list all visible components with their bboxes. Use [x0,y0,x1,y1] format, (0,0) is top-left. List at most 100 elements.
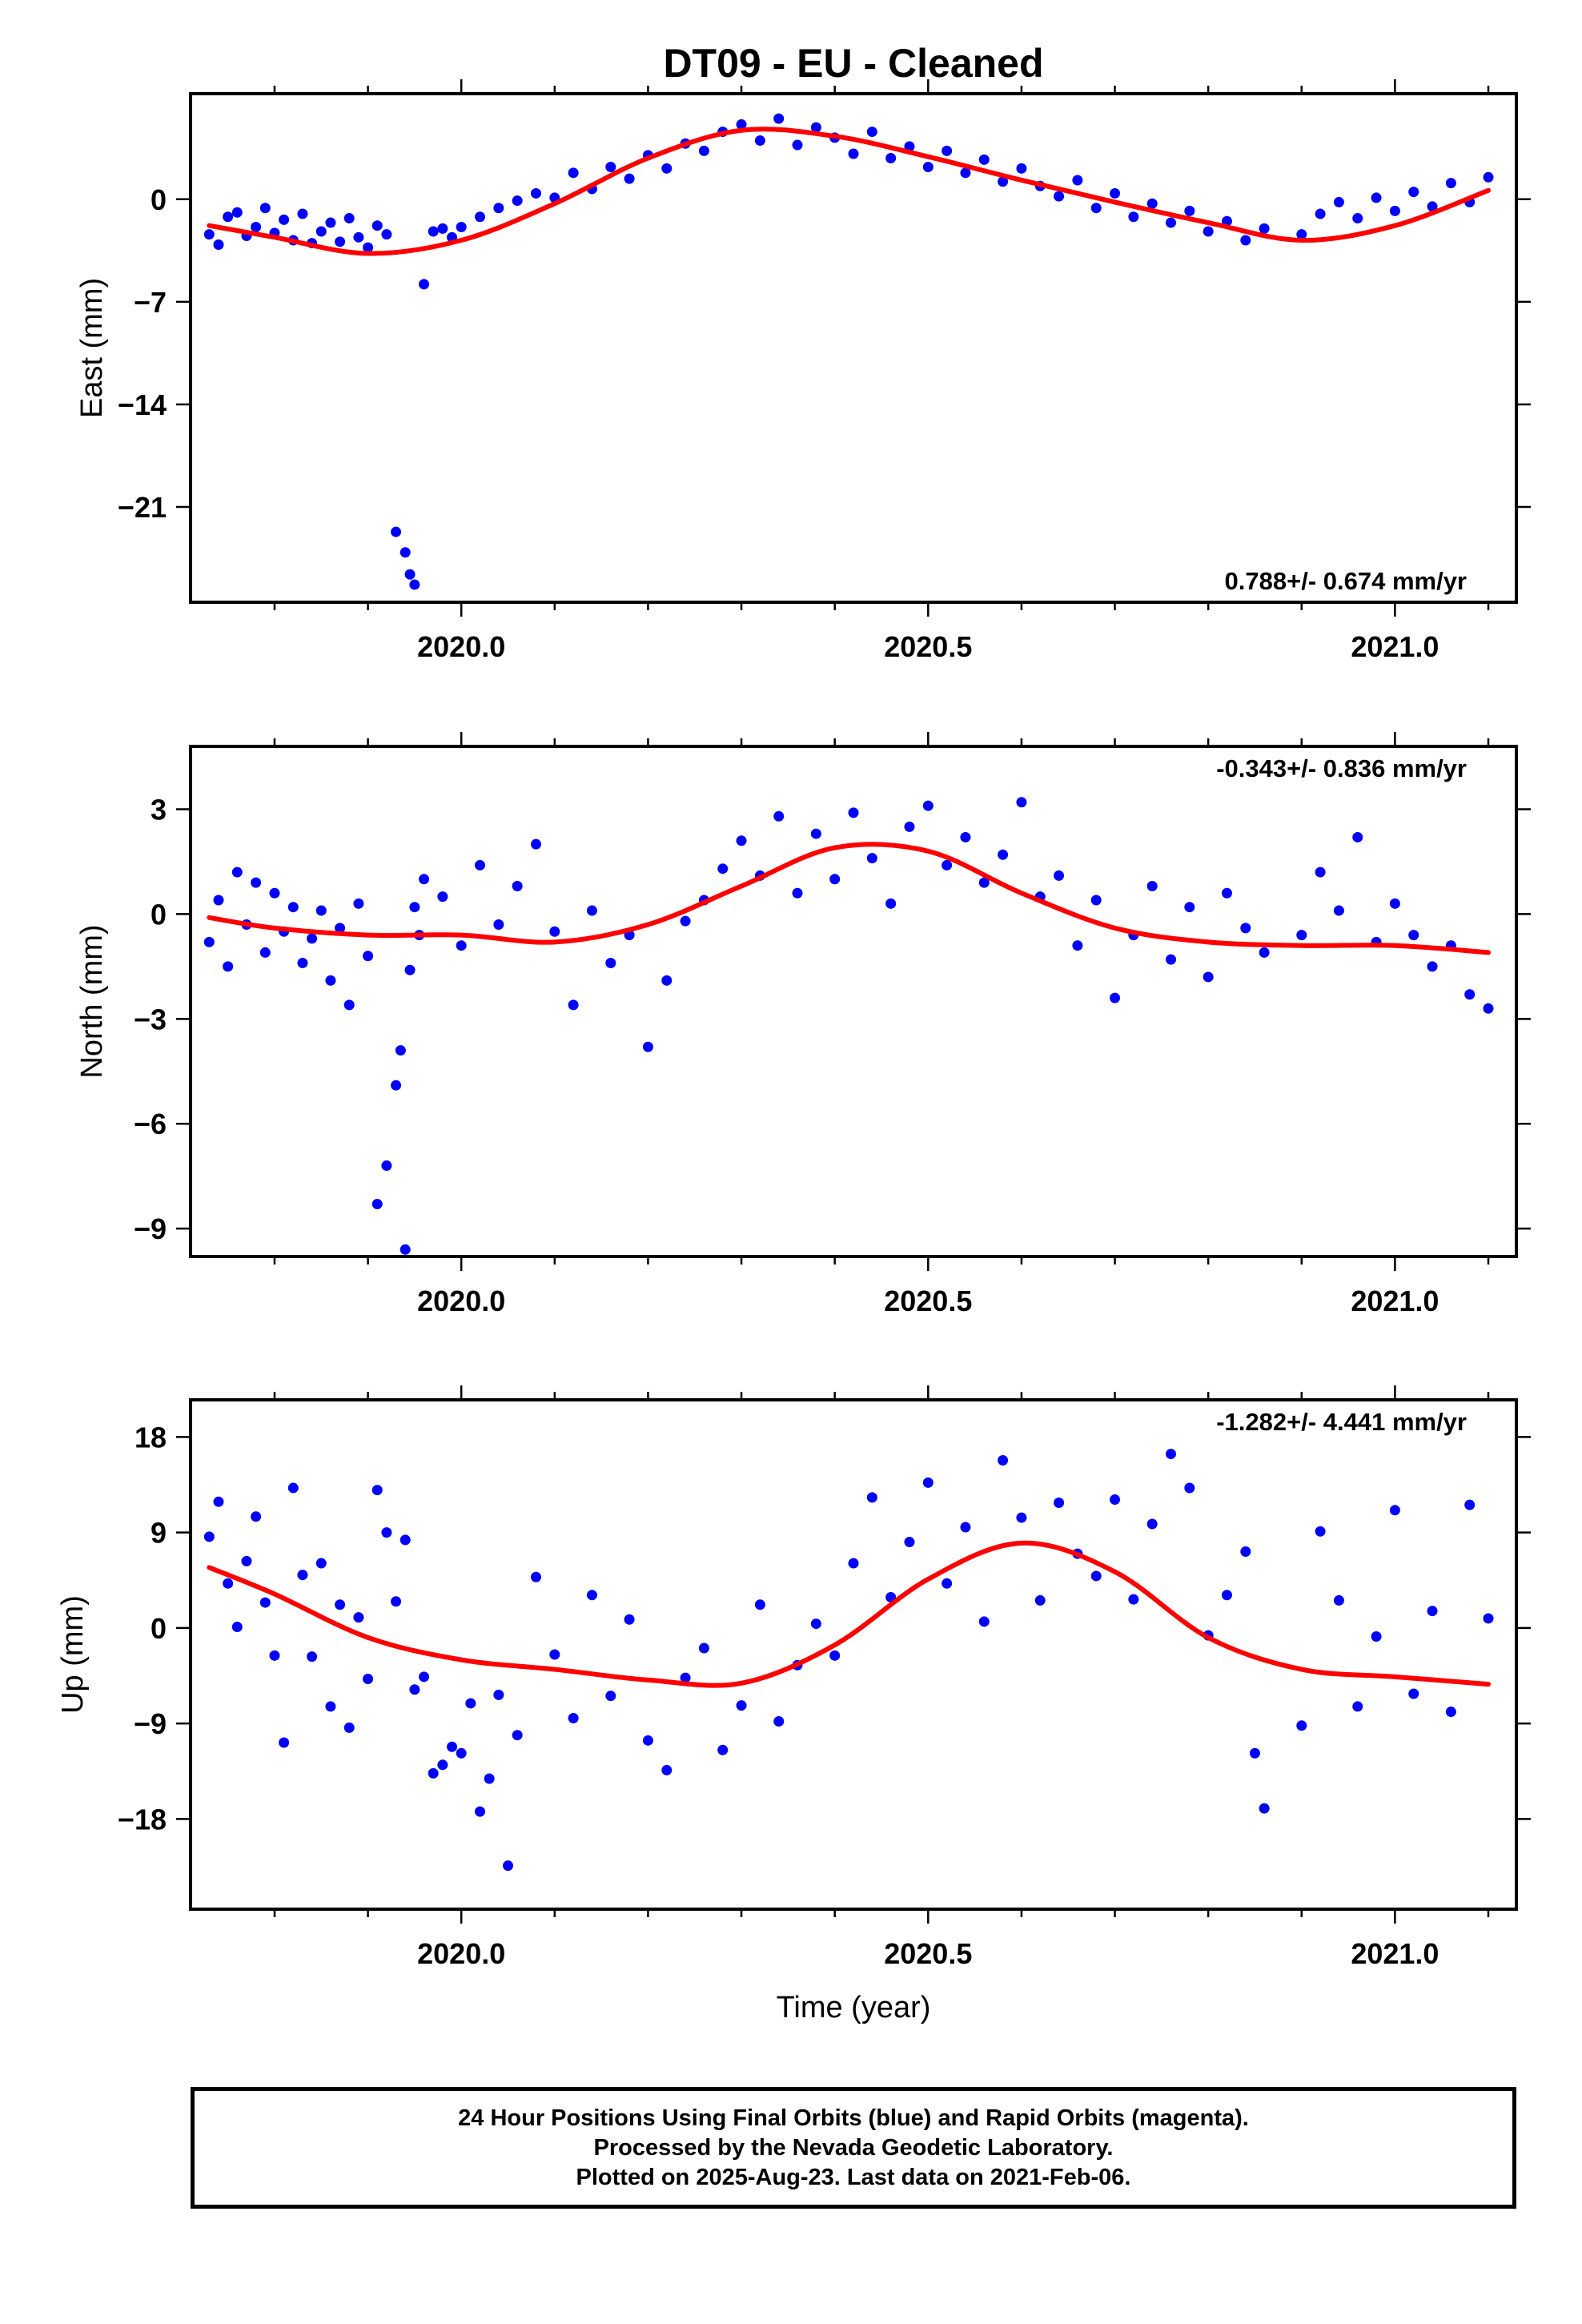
data-point [231,866,243,878]
data-point [1445,1707,1456,1718]
x-tick-label: 2020.0 [417,1285,505,1317]
data-point [773,1715,785,1727]
data-point [1240,235,1251,246]
data-point [437,891,448,903]
data-point [829,1650,841,1661]
data-point [1146,198,1158,209]
y-tick-label: −21 [118,491,167,524]
y-axis-label: East (mm) [75,278,109,418]
y-tick-label: 0 [151,898,167,931]
data-point [419,1671,430,1683]
data-point [1128,1594,1139,1605]
data-point [493,1689,504,1700]
x-tick-label: 2021.0 [1351,630,1439,663]
data-point [223,211,234,223]
y-tick-label: 0 [151,183,167,216]
data-point [371,220,383,231]
data-point [942,1578,953,1589]
data-point [456,222,467,233]
data-point [1389,1505,1400,1516]
data-point [1352,213,1363,224]
data-point [885,898,897,909]
data-point [279,214,290,225]
data-point [456,1747,467,1759]
data-point [325,975,336,986]
x-tick-label: 2020.0 [417,630,505,663]
y-tick-label: −3 [134,1003,167,1035]
data-point [848,148,859,159]
data-point [773,810,785,822]
plot-frame [189,1398,1518,1911]
data-point [1333,905,1344,916]
data-point [642,1041,653,1052]
data-point [241,1555,252,1566]
data-point [1016,1512,1027,1523]
data-point [409,579,420,590]
data-point [549,1649,560,1660]
data-point [287,1482,299,1494]
data-point [1259,1803,1270,1814]
data-point [251,877,262,888]
data-point [465,1698,476,1709]
data-point [1166,1449,1177,1460]
data-point [624,173,635,184]
data-point [792,887,803,899]
data-point [512,195,523,207]
data-point [1146,1518,1158,1530]
data-point [1221,215,1232,227]
data-point [1128,211,1139,223]
data-point [922,1477,934,1488]
chart-title: DT09 - EU - Cleaned [663,41,1043,86]
data-point [484,1773,495,1784]
caption-line-3: Plotted on 2025-Aug-23. Last data on 202… [576,2164,1131,2190]
data-point [866,127,877,138]
data-point [391,1596,402,1607]
data-point [259,1597,271,1608]
data-point [1427,1606,1438,1617]
data-point [605,161,616,172]
data-point [661,975,673,986]
caption-line-1: 24 Hour Positions Using Final Orbits (bl… [458,2105,1249,2131]
data-point [297,958,308,969]
rate-annotation: -1.282+/- 4.441 mm/yr [1216,1408,1467,1436]
caption-box: 24 Hour Positions Using Final Orbits (bl… [191,2087,1516,2209]
y-tick-label: 9 [151,1517,167,1550]
data-point [1389,205,1400,216]
y-tick-label: −7 [134,286,167,319]
plot-frame [189,92,1518,604]
data-point [1054,191,1065,202]
data-point [680,1672,691,1683]
data-point [773,113,785,124]
data-point [1221,887,1232,899]
data-point [661,1764,673,1775]
data-point [391,1080,402,1091]
data-point [419,874,430,885]
data-point [1240,923,1251,934]
data-point [1110,992,1121,1003]
x-axis-label: Time (year) [777,1991,931,2024]
data-point [1166,954,1177,965]
data-point [1296,229,1307,240]
data-point [1408,1688,1419,1699]
data-point [343,213,355,224]
data-point [717,1744,729,1755]
data-point [1090,1570,1102,1582]
data-point [1483,1613,1494,1624]
data-point [1371,1630,1382,1642]
data-point [475,859,486,870]
data-point [549,926,560,937]
data-point [203,229,215,240]
data-point [315,905,327,916]
data-point [624,1614,635,1625]
data-point [475,211,486,223]
data-point [381,229,392,240]
data-point [325,217,336,228]
data-point [1315,866,1326,878]
data-point [343,999,355,1011]
data-point [1184,1482,1195,1494]
data-point [736,1700,747,1711]
data-point [1090,895,1102,906]
data-point [698,145,709,156]
data-point [736,119,747,130]
y-tick-label: 3 [151,794,167,826]
